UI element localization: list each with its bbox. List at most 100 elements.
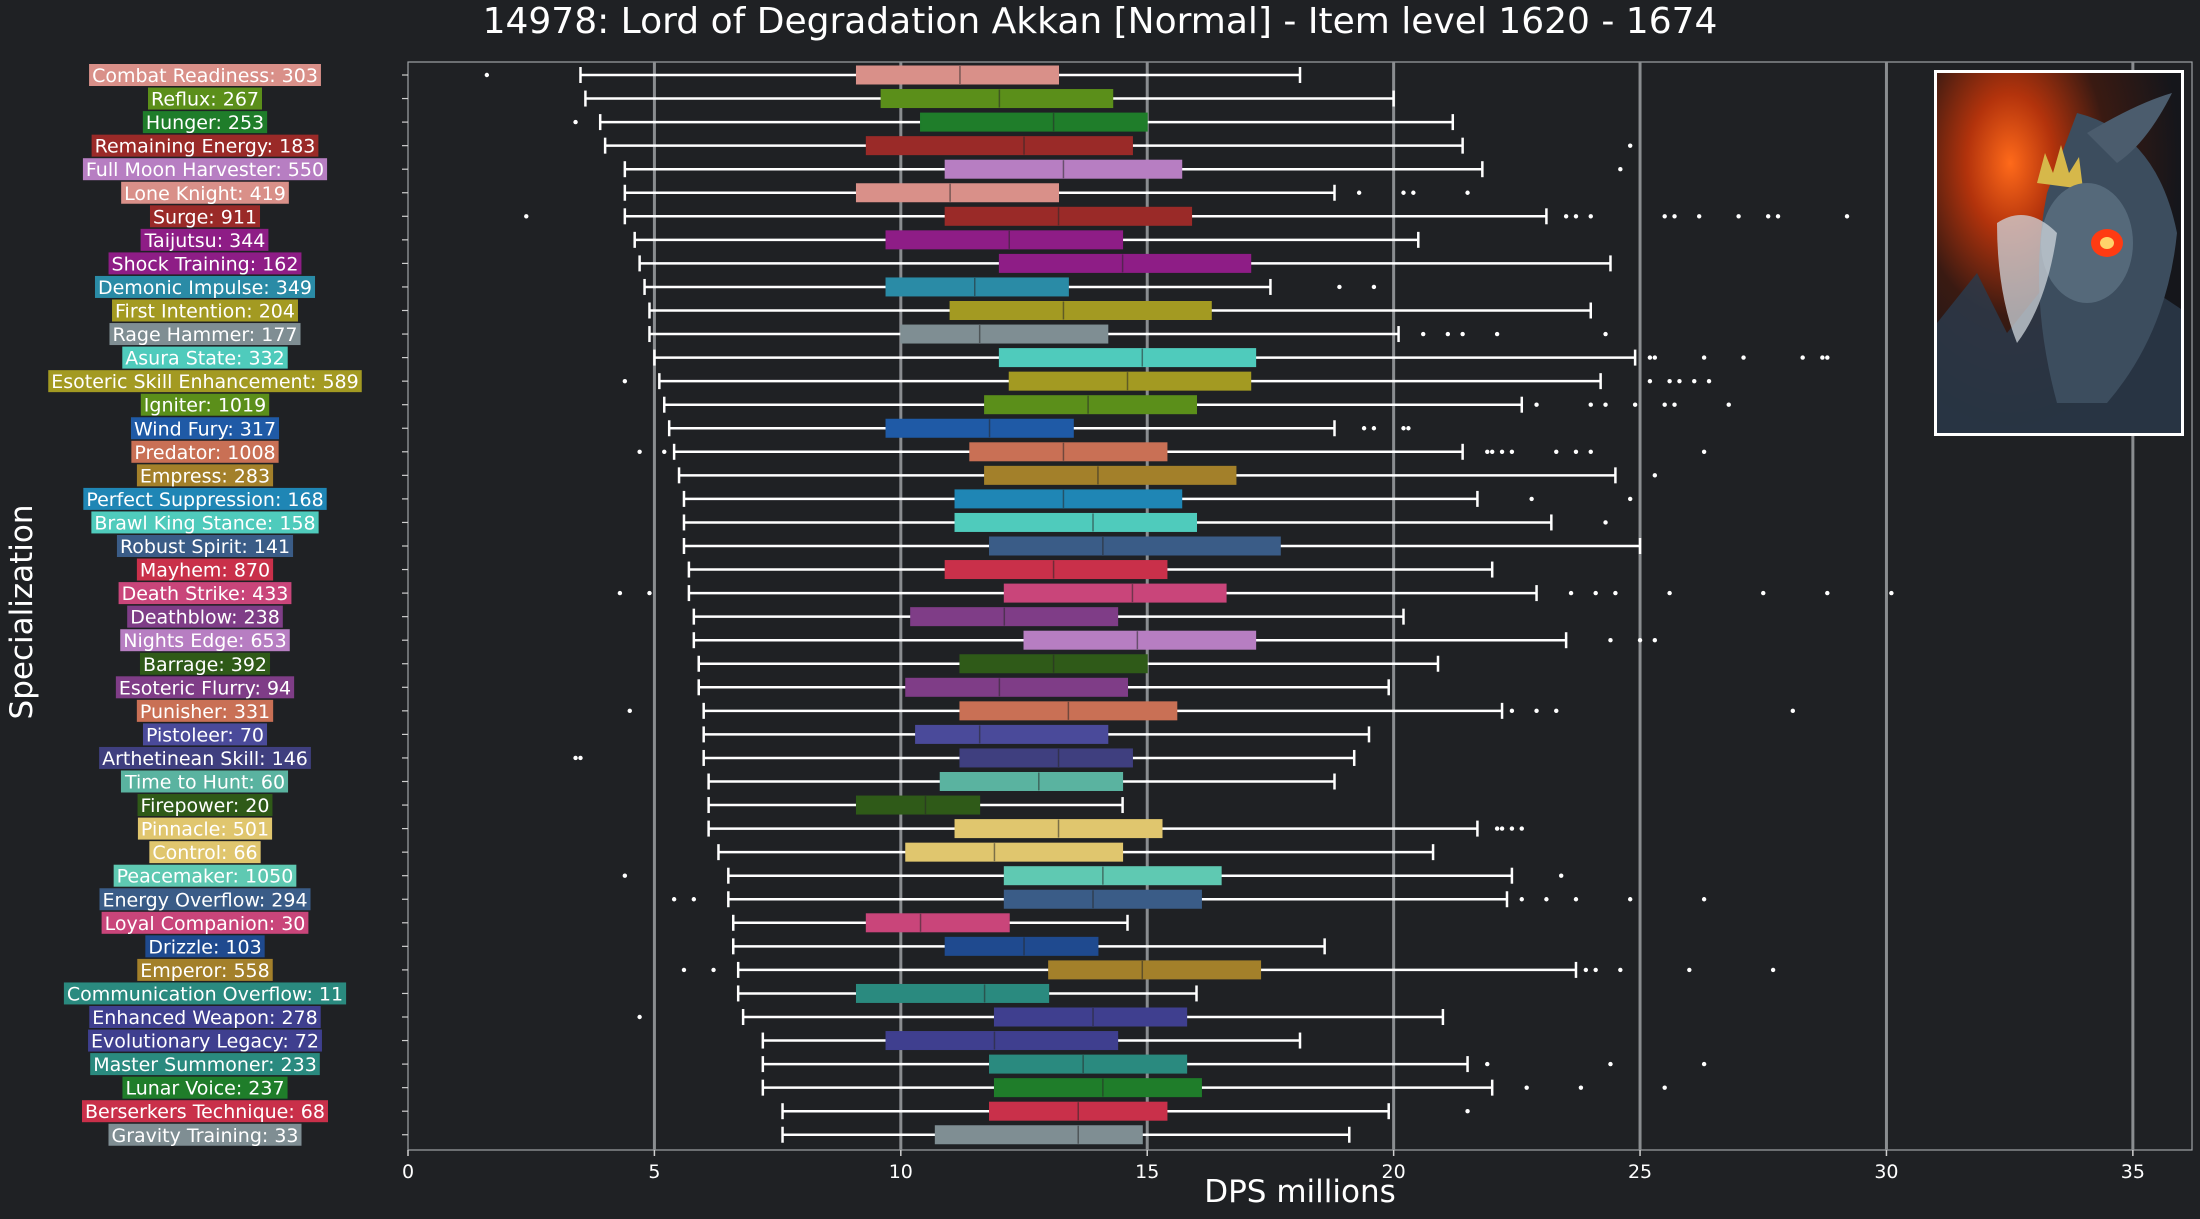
category-label-background: [99, 888, 311, 911]
box-iqr: [885, 418, 1074, 438]
outlier-point: [1820, 355, 1825, 360]
category-label-background: [108, 1123, 302, 1146]
outlier-point: [1509, 708, 1515, 714]
category-label: First Intention: 204: [115, 301, 295, 323]
outlier-point: [711, 967, 716, 973]
category-label: Punisher: 331: [140, 701, 270, 723]
category-label: Wind Fury: 317: [134, 418, 276, 440]
outlier-point: [1411, 190, 1416, 195]
category-label-background: [109, 323, 301, 346]
category-label-background: [89, 1006, 321, 1028]
plot-frame: [407, 61, 2193, 1151]
outlier-point: [1652, 638, 1658, 643]
outlier-point: [622, 873, 628, 878]
x-tick-label: 15: [1135, 1161, 1159, 1183]
outlier-point: [1662, 1085, 1667, 1090]
outlier-point: [524, 214, 529, 219]
category-label: Robust Spirit: 141: [120, 536, 290, 558]
outlier-point: [1667, 590, 1672, 596]
category-label-background: [122, 346, 288, 369]
chart-title: 14978: Lord of Degradation Akkan [Normal…: [482, 1, 1718, 42]
outlier-point: [1662, 402, 1667, 407]
category-label-background: [99, 746, 311, 769]
outlier-point: [1573, 214, 1579, 219]
category-label: Combat Readiness: 303: [92, 65, 318, 87]
category-label-background: [91, 134, 319, 157]
box-iqr: [969, 442, 1168, 462]
outlier-point: [1627, 897, 1633, 902]
box-iqr: [855, 795, 981, 815]
outlier-point: [1509, 826, 1515, 831]
category-label: Predator: 1008: [134, 442, 275, 464]
box-iqr: [910, 607, 1119, 627]
outlier-point: [1696, 214, 1702, 219]
category-label-background: [137, 794, 273, 817]
box-iqr: [998, 348, 1257, 368]
category-label: Firepower: 20: [141, 795, 270, 817]
category-label: Full Moon Harvester: 550: [86, 159, 324, 181]
category-label-background: [148, 87, 262, 110]
outlier-point: [1701, 355, 1707, 360]
outlier-point: [1662, 214, 1667, 219]
box-iqr: [934, 1125, 1143, 1145]
category-label: Pinnacle: 501: [141, 819, 269, 841]
outlier-point: [1701, 897, 1707, 902]
outlier-point: [1637, 638, 1643, 643]
category-label-background: [145, 935, 265, 958]
outlier-point: [1765, 214, 1771, 219]
box-iqr: [880, 89, 1114, 109]
category-label: Peacemaker: 1050: [117, 866, 294, 888]
box-iqr: [865, 136, 1133, 156]
category-label-background: [130, 417, 280, 440]
category-label: Empress: 283: [140, 465, 270, 487]
outlier-point: [1558, 873, 1564, 878]
outlier-point: [1741, 355, 1746, 360]
box-iqr: [885, 1031, 1119, 1051]
outlier-point: [681, 967, 687, 973]
outlier-point: [1627, 496, 1633, 502]
category-label-background: [91, 511, 319, 534]
category-label-background: [112, 299, 298, 322]
box-iqr: [949, 301, 1212, 320]
category-label: Hunger: 253: [146, 112, 264, 134]
category-label-background: [116, 535, 294, 557]
category-label: Nights Edge: 653: [123, 630, 287, 652]
outlier-point: [1465, 1109, 1470, 1114]
outlier-point: [1618, 967, 1623, 973]
outlier-point: [622, 378, 628, 384]
outlier-point: [1573, 897, 1579, 902]
outlier-point: [1618, 167, 1623, 172]
category-label: Loyal Companion: 30: [105, 913, 306, 935]
outlier-point: [1770, 967, 1776, 973]
category-label: Reflux: 267: [151, 89, 259, 111]
category-label: Demonic Impulse: 349: [98, 277, 312, 299]
x-tick-label: 25: [1628, 1161, 1652, 1183]
outlier-point: [1460, 331, 1465, 337]
x-axis-label: DPS millions: [1204, 1174, 1396, 1210]
category-label: Brawl King Stance: 158: [94, 512, 315, 534]
box-iqr: [944, 560, 1168, 580]
category-label: Control: 66: [152, 842, 257, 864]
category-label: Rage Hammer: 177: [112, 324, 297, 346]
outlier-point: [573, 119, 578, 125]
category-label-background: [122, 1076, 288, 1099]
category-label-background: [137, 817, 273, 840]
category-label-background: [140, 228, 269, 251]
category-label: Esoteric Skill Enhancement: 589: [51, 371, 359, 393]
category-label: Mayhem: 870: [140, 560, 270, 582]
outlier-point: [1485, 1061, 1490, 1067]
box-iqr: [855, 983, 1050, 1003]
outlier-point: [1494, 331, 1500, 337]
y-axis-label: Specialization: [4, 504, 40, 720]
outlier-point: [573, 755, 578, 761]
category-label: Master Summoner: 233: [93, 1054, 317, 1076]
category-label: Gravity Training: 33: [111, 1125, 298, 1147]
category-label-background: [82, 1100, 328, 1123]
category-label: Emperor: 558: [140, 960, 269, 982]
x-tick-label: 0: [402, 1161, 414, 1183]
outlier-point: [1544, 897, 1549, 902]
category-label-background: [88, 1029, 322, 1052]
category-label: Barrage: 392: [143, 654, 267, 676]
category-label-background: [121, 181, 289, 204]
